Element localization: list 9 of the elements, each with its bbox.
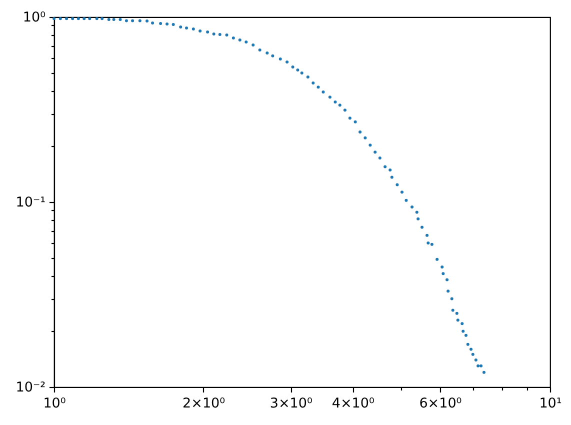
x-tick-label: 6×10⁰ xyxy=(419,396,462,412)
y-tick-label: 10⁻² xyxy=(16,380,46,396)
x-tick-label: 3×10⁰ xyxy=(270,396,312,412)
y-tick-label: 10⁻¹ xyxy=(16,194,46,210)
x-tick-label: 2×10⁰ xyxy=(182,396,226,412)
x-tick-label: 10⁰ xyxy=(43,396,66,412)
y-tick-label: 10⁰ xyxy=(22,10,46,26)
x-tick-label: 10¹ xyxy=(539,396,562,412)
x-tick-label: 4×10⁰ xyxy=(332,396,374,412)
